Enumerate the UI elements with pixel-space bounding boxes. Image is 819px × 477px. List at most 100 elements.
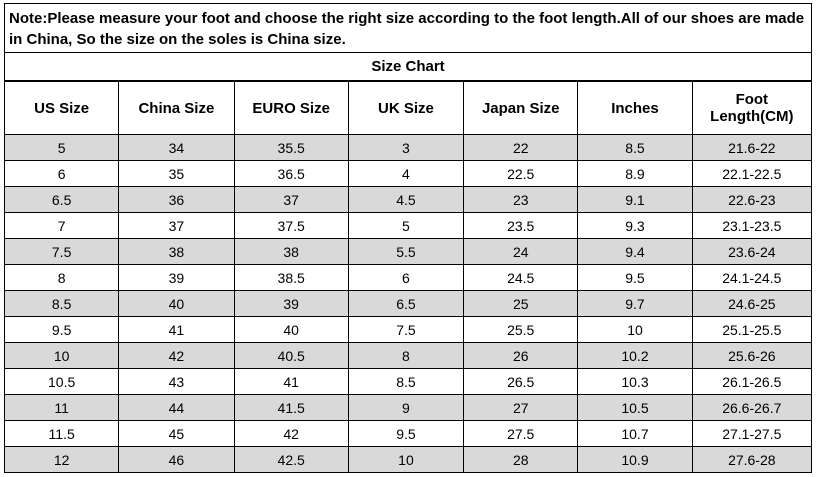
cell-inches: 10.2 — [577, 342, 693, 369]
cell-china-size: 46 — [118, 446, 235, 473]
cell-uk-size: 8 — [347, 342, 465, 369]
cell-us-size: 8 — [3, 264, 120, 291]
table-row: 9.5 41 40 7.5 25.5 10 25.1-25.5 — [3, 316, 813, 343]
cell-uk-size: 6.5 — [347, 290, 465, 317]
cell-foot-length: 27.6-28 — [691, 446, 813, 473]
table-row: 11 44 41.5 9 27 10.5 26.6-26.7 — [3, 394, 813, 421]
cell-uk-size: 7.5 — [347, 316, 465, 343]
cell-foot-length: 24.1-24.5 — [691, 264, 813, 291]
cell-us-size: 9.5 — [3, 316, 120, 343]
cell-us-size: 8.5 — [3, 290, 120, 317]
cell-inches: 10 — [577, 316, 693, 343]
cell-japan-size: 25.5 — [463, 316, 579, 343]
cell-foot-length: 26.1-26.5 — [691, 368, 813, 395]
cell-euro-size: 41.5 — [233, 394, 349, 421]
cell-foot-length: 25.1-25.5 — [691, 316, 813, 343]
cell-china-size: 41 — [118, 316, 235, 343]
cell-china-size: 38 — [118, 238, 235, 265]
cell-japan-size: 24.5 — [463, 264, 579, 291]
header-us-size: US Size — [3, 81, 120, 135]
header-china-size: China Size — [118, 81, 235, 135]
header-row: US Size China Size EURO Size UK Size Jap… — [3, 81, 813, 135]
cell-euro-size: 39 — [233, 290, 349, 317]
cell-china-size: 44 — [118, 394, 235, 421]
cell-foot-length: 26.6-26.7 — [691, 394, 813, 421]
cell-us-size: 12 — [3, 446, 120, 473]
cell-euro-size: 36.5 — [233, 160, 349, 187]
cell-china-size: 45 — [118, 420, 235, 447]
cell-china-size: 36 — [118, 186, 235, 213]
chart-title: Size Chart — [4, 53, 812, 81]
cell-euro-size: 42.5 — [233, 446, 349, 473]
cell-china-size: 39 — [118, 264, 235, 291]
cell-china-size: 43 — [118, 368, 235, 395]
cell-china-size: 34 — [118, 134, 235, 161]
table-row: 12 46 42.5 10 28 10.9 27.6-28 — [3, 446, 813, 473]
cell-euro-size: 35.5 — [233, 134, 349, 161]
cell-foot-length: 27.1-27.5 — [691, 420, 813, 447]
cell-euro-size: 37 — [233, 186, 349, 213]
cell-euro-size: 40 — [233, 316, 349, 343]
cell-inches: 10.5 — [577, 394, 693, 421]
cell-japan-size: 26 — [463, 342, 579, 369]
cell-japan-size: 28 — [463, 446, 579, 473]
cell-euro-size: 38 — [233, 238, 349, 265]
cell-euro-size: 41 — [233, 368, 349, 395]
cell-inches: 8.9 — [577, 160, 693, 187]
header-inches: Inches — [577, 81, 693, 135]
cell-us-size: 10.5 — [3, 368, 120, 395]
cell-us-size: 11.5 — [3, 420, 120, 447]
cell-euro-size: 42 — [233, 420, 349, 447]
cell-japan-size: 24 — [463, 238, 579, 265]
cell-us-size: 7.5 — [3, 238, 120, 265]
cell-inches: 9.3 — [577, 212, 693, 239]
cell-inches: 10.9 — [577, 446, 693, 473]
table-row: 11.5 45 42 9.5 27.5 10.7 27.1-27.5 — [3, 420, 813, 447]
cell-japan-size: 23 — [463, 186, 579, 213]
cell-inches: 9.7 — [577, 290, 693, 317]
cell-china-size: 40 — [118, 290, 235, 317]
cell-uk-size: 9.5 — [347, 420, 465, 447]
cell-euro-size: 38.5 — [233, 264, 349, 291]
cell-euro-size: 37.5 — [233, 212, 349, 239]
table-row: 8 39 38.5 6 24.5 9.5 24.1-24.5 — [3, 264, 813, 291]
cell-japan-size: 27.5 — [463, 420, 579, 447]
table-row: 7.5 38 38 5.5 24 9.4 23.6-24 — [3, 238, 813, 265]
cell-inches: 9.1 — [577, 186, 693, 213]
table-row: 10.5 43 41 8.5 26.5 10.3 26.1-26.5 — [3, 368, 813, 395]
cell-foot-length: 25.6-26 — [691, 342, 813, 369]
cell-inches: 9.4 — [577, 238, 693, 265]
cell-foot-length: 23.6-24 — [691, 238, 813, 265]
size-table: US Size China Size EURO Size UK Size Jap… — [3, 81, 813, 473]
cell-uk-size: 6 — [347, 264, 465, 291]
cell-inches: 10.3 — [577, 368, 693, 395]
header-uk-size: UK Size — [347, 81, 465, 135]
size-chart-document: Note:Please measure your foot and choose… — [3, 3, 813, 473]
cell-uk-size: 4.5 — [347, 186, 465, 213]
cell-china-size: 42 — [118, 342, 235, 369]
cell-china-size: 37 — [118, 212, 235, 239]
cell-japan-size: 22 — [463, 134, 579, 161]
cell-uk-size: 5 — [347, 212, 465, 239]
cell-japan-size: 26.5 — [463, 368, 579, 395]
header-foot-length: Foot Length(CM) — [691, 81, 813, 135]
note-text: Note:Please measure your foot and choose… — [4, 3, 812, 53]
cell-china-size: 35 — [118, 160, 235, 187]
cell-japan-size: 27 — [463, 394, 579, 421]
cell-japan-size: 23.5 — [463, 212, 579, 239]
header-euro-size: EURO Size — [233, 81, 349, 135]
table-row: 5 34 35.5 3 22 8.5 21.6-22 — [3, 134, 813, 161]
cell-inches: 10.7 — [577, 420, 693, 447]
cell-us-size: 6.5 — [3, 186, 120, 213]
cell-uk-size: 10 — [347, 446, 465, 473]
cell-us-size: 5 — [3, 134, 120, 161]
cell-uk-size: 8.5 — [347, 368, 465, 395]
cell-foot-length: 21.6-22 — [691, 134, 813, 161]
cell-uk-size: 4 — [347, 160, 465, 187]
cell-inches: 8.5 — [577, 134, 693, 161]
table-row: 10 42 40.5 8 26 10.2 25.6-26 — [3, 342, 813, 369]
cell-us-size: 11 — [3, 394, 120, 421]
cell-us-size: 10 — [3, 342, 120, 369]
header-japan-size: Japan Size — [463, 81, 579, 135]
table-body: 5 34 35.5 3 22 8.5 21.6-22 6 35 36.5 4 22.5 8.9 22.1-… — [3, 134, 813, 473]
